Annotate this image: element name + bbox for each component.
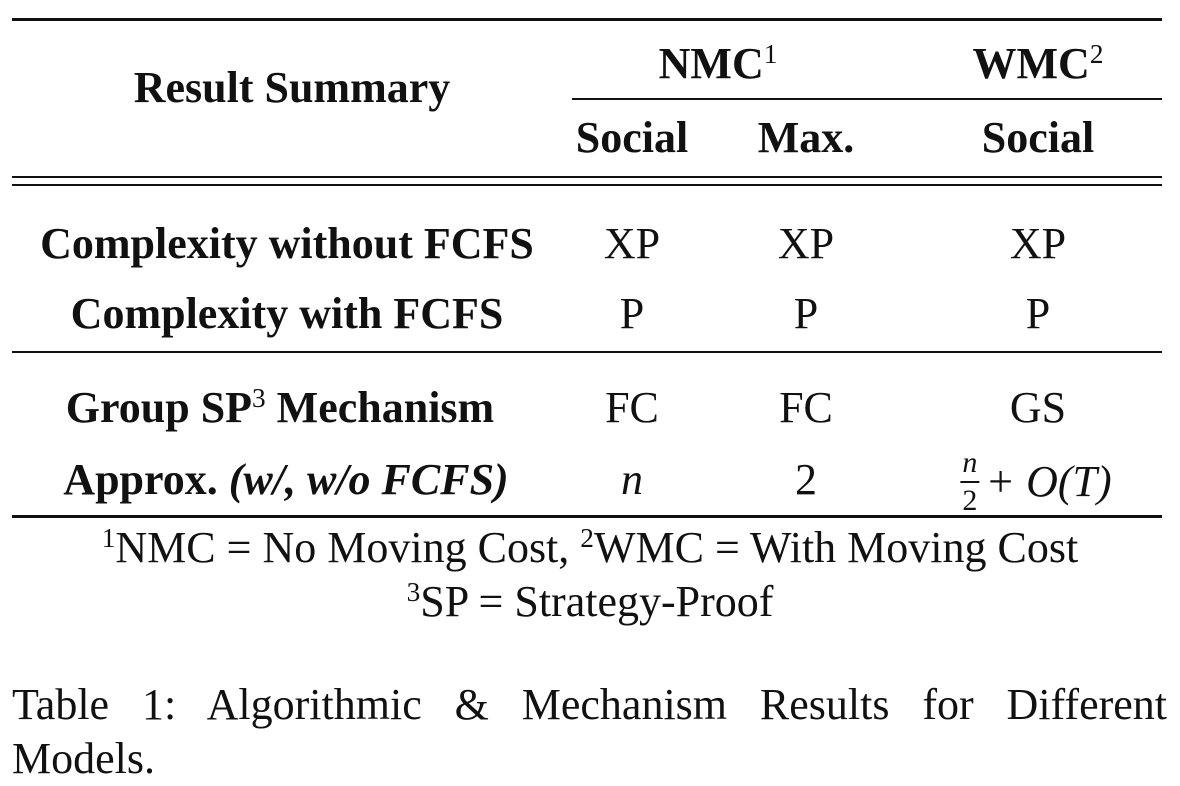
header-social-nmc: Social — [575, 113, 689, 162]
bottom-rule — [12, 515, 1162, 518]
cell-nmc-max: XP — [777, 219, 835, 268]
fraction: n 2 — [960, 446, 980, 517]
footnote-text: WMC = With Moving Cost — [593, 523, 1079, 572]
fraction-numerator: n — [962, 446, 978, 479]
row-label-complexity-without-fcfs: Complexity without FCFS — [40, 219, 534, 268]
header-wmc-text: WMC — [972, 39, 1090, 88]
top-rule — [12, 18, 1162, 21]
cell-nmc-max: P — [793, 289, 819, 338]
header-nmc-sup: 1 — [763, 39, 778, 69]
row-label-italic: (w/, w/o FCFS) — [228, 455, 509, 504]
cell-nmc-max: FC — [779, 383, 833, 432]
header-wmc-sup: 2 — [1089, 39, 1104, 69]
table-caption: Table 1: Algorithmic & Mechanism Results… — [12, 680, 1167, 783]
row-label-complexity-with-fcfs: Complexity with FCFS — [70, 289, 504, 338]
fraction-bar — [960, 481, 980, 483]
row-label-text: Mechanism — [265, 383, 495, 432]
cell-wmc-social: P — [1025, 289, 1051, 338]
double-rule-lower — [12, 184, 1162, 186]
footnote-sup: 3 — [406, 577, 421, 607]
row-label-text: Group SP — [65, 383, 253, 432]
row-label-sup: 3 — [252, 383, 266, 413]
fraction-denominator: 2 — [962, 484, 978, 517]
footnote-sup: 2 — [580, 523, 594, 553]
header-max-nmc: Max. — [757, 113, 855, 162]
row-label-text: Approx. — [63, 455, 229, 504]
footnote-line-1: 1NMC = No Moving Cost, 2WMC = With Movin… — [0, 523, 1180, 572]
row-label-approx: Approx. (w/, w/o FCFS) — [63, 458, 508, 502]
footnote-line-2: 3SP = Strategy-Proof — [0, 577, 1180, 626]
cell-nmc-social: P — [619, 289, 645, 338]
double-rule-upper — [12, 176, 1162, 178]
cell-wmc-social: XP — [1009, 219, 1067, 268]
cell-nmc-social: XP — [603, 219, 661, 268]
cell-nmc-social: n — [621, 455, 643, 504]
footnote-text: NMC = No Moving Cost, — [115, 523, 581, 572]
group-underline — [572, 98, 1162, 100]
footnote-text: SP = Strategy-Proof — [420, 577, 774, 626]
footnote-sup: 1 — [101, 523, 116, 553]
cell-nmc-social: FC — [605, 383, 659, 432]
cell-wmc-social-formula: n 2 + O(T) — [960, 448, 1112, 520]
header-result-summary: Result Summary — [133, 63, 451, 112]
formula-rest: + O(T) — [985, 457, 1112, 507]
row-label-group-sp-mechanism: Group SP3 Mechanism — [65, 383, 495, 432]
header-wmc-group: WMC2 — [972, 39, 1104, 88]
header-nmc-group: NMC1 — [658, 39, 778, 88]
cell-nmc-max: 2 — [795, 455, 817, 504]
header-social-wmc: Social — [981, 113, 1095, 162]
cell-wmc-social: GS — [1009, 383, 1067, 432]
header-nmc-text: NMC — [658, 39, 764, 88]
mid-rule — [12, 351, 1162, 353]
